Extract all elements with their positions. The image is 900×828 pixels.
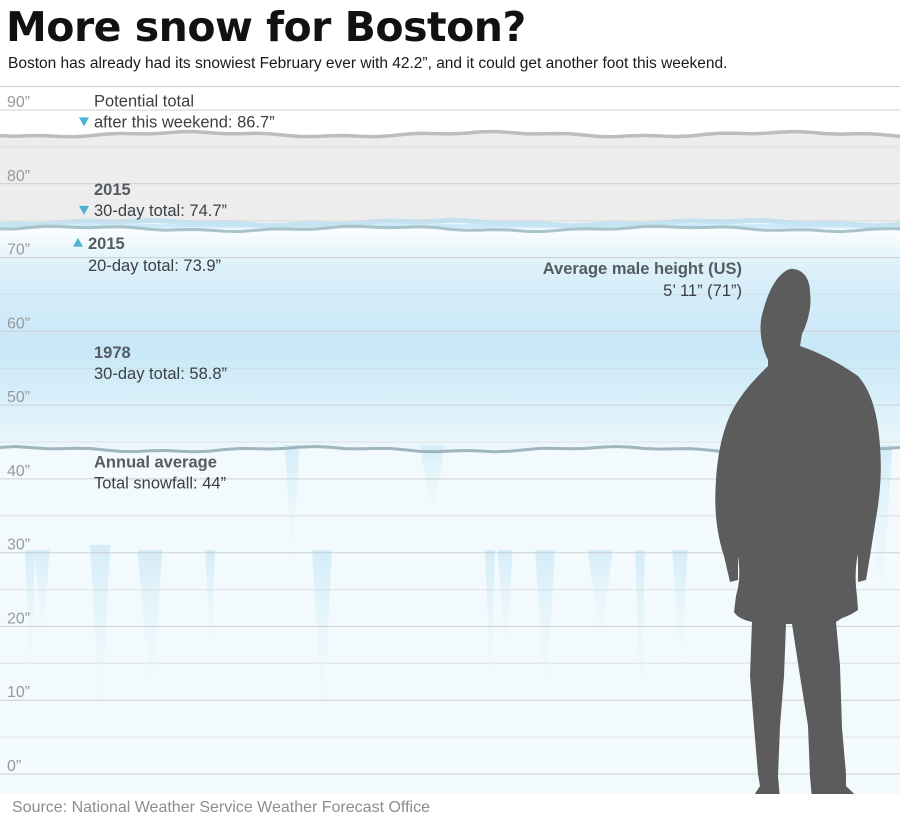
chart-title: More snow for Boston? [6,3,526,51]
marker-down-icon [79,205,89,215]
y-tick-label: 30” [7,537,30,554]
y-tick-label: 60” [7,315,30,332]
icicle [90,545,110,731]
icicle [284,445,300,571]
level-label-title: 1978 [94,344,131,362]
ice-band-upper [0,222,900,229]
marker-down-icon [79,117,89,127]
level-label-title: 2015 [88,235,125,253]
y-tick-label: 80” [7,168,30,185]
icicle [497,550,513,666]
potential-total-area [0,131,900,223]
icicle [137,550,163,706]
icicle [672,550,688,676]
level-label-value: after this weekend: 86.7” [94,113,275,131]
y-tick-label: 70” [7,242,30,259]
icicle [25,550,35,686]
man-silhouette-icon [715,268,881,794]
icicle [635,550,645,721]
level-label-value: 30-day total: 74.7” [94,202,227,220]
icicle [587,550,613,646]
reference-label-value: 5’ 11” (71”) [663,282,742,300]
level-label-value: 30-day total: 58.8” [94,365,227,383]
y-tick-label: 0” [7,758,21,775]
icicle [312,550,332,726]
icicle [535,550,555,706]
level-label-title: Annual average [94,453,217,471]
level-label-value: Total snowfall: 44” [94,474,226,492]
chart-subtitle: Boston has already had its snowiest Febr… [8,55,728,72]
level-label-title: Potential total [94,92,194,110]
level-edge [0,129,900,139]
icicle [34,550,50,646]
level-edge [0,224,900,234]
icicle [419,445,445,521]
y-tick-label: 40” [7,463,30,480]
y-tick-label: 90” [7,94,30,111]
icicle [485,550,495,706]
source-note: Source: National Weather Service Weather… [12,799,430,816]
chart-plot: 0” 10” 20” 30” 40” 50” 60” 70” 80” 90” Potential … [0,86,900,794]
y-tick-label: 20” [7,610,30,627]
level-label-value: 20-day total: 73.9” [88,257,221,275]
y-tick-label: 10” [7,684,30,701]
y-tick-label: 50” [7,389,30,406]
level-label-title: 2015 [94,181,131,199]
reference-label-title: Average male height (US) [543,260,742,278]
marker-up-icon [73,237,83,247]
icicle [205,550,215,666]
